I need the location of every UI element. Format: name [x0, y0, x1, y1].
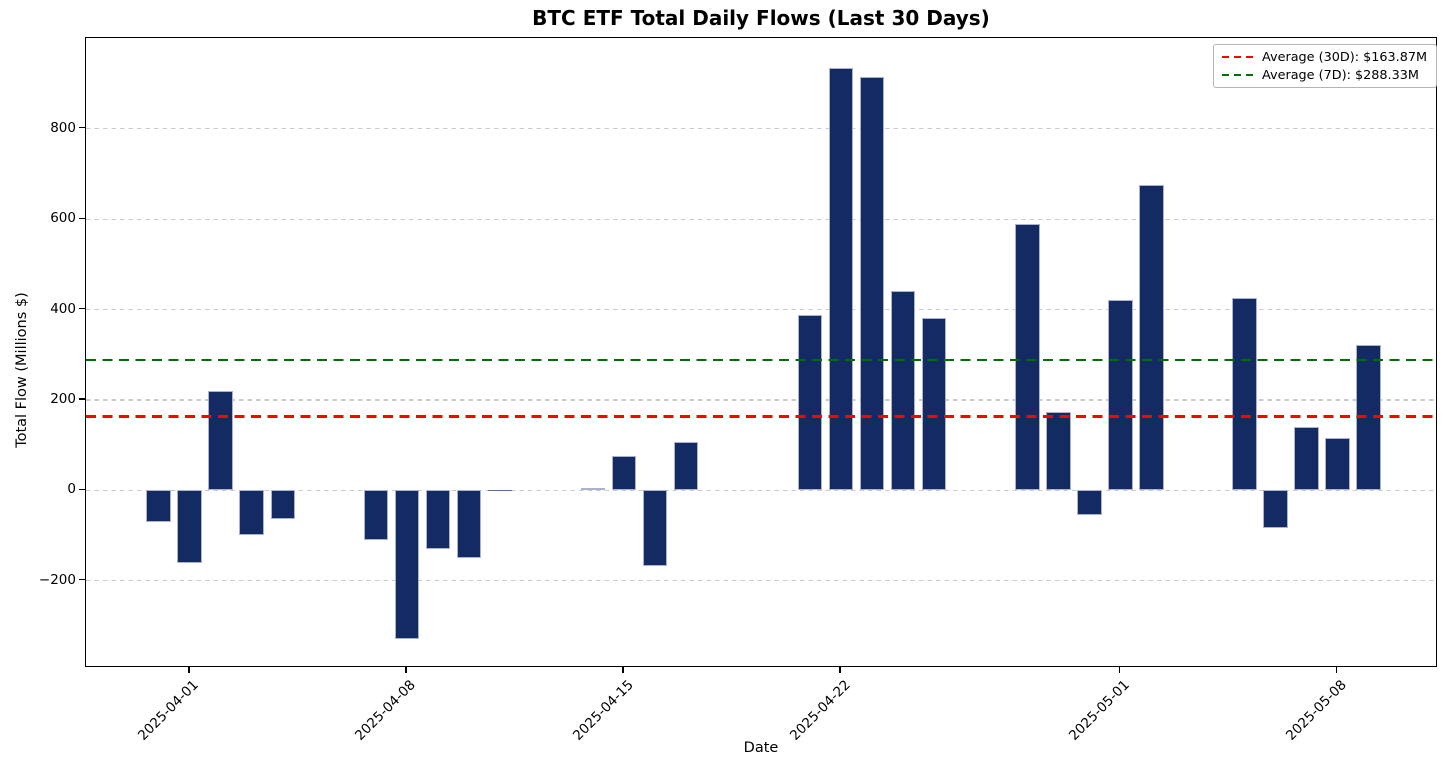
- ytick-label-400: 400: [50, 300, 76, 317]
- ytick-mark-0: [79, 488, 85, 491]
- bar-2025-04-30: [1076, 490, 1102, 516]
- bar-2025-05-05: [1231, 297, 1257, 491]
- xtick-label-2025-04-15: 2025-04-15: [569, 677, 637, 744]
- bar-2025-04-03: [239, 490, 265, 536]
- bar-2025-04-04: [270, 490, 296, 519]
- plot-area: [85, 37, 1437, 667]
- legend-entry-avg-7d: Average (7D): $288.33M: [1222, 68, 1428, 83]
- y-axis-label: Total Flow (Millions $): [14, 292, 30, 448]
- ytick-mark-600: [79, 217, 85, 219]
- bar-2025-04-07: [363, 490, 389, 540]
- ytick-label-200: 200: [50, 391, 76, 407]
- bar-2025-04-23: [859, 76, 885, 491]
- bar-2025-04-21: [797, 315, 823, 491]
- bar-2025-04-24: [890, 290, 916, 491]
- bar-2025-05-09: [1355, 345, 1381, 491]
- xtick-mark-2025-04-01: [188, 667, 190, 673]
- bar-2025-04-16: [642, 490, 668, 567]
- xtick-label-2025-04-01: 2025-04-01: [135, 677, 203, 744]
- xtick-mark-2025-04-22: [839, 667, 841, 673]
- ytick-mark-800: [79, 127, 85, 129]
- ytick-label-0: 0: [67, 481, 76, 498]
- bar-2025-04-17: [673, 442, 699, 491]
- bar-2025-04-29: [1045, 412, 1071, 491]
- gridline-600: [86, 218, 1436, 220]
- bar-2025-04-10: [456, 490, 482, 558]
- ytick-mark--200: [79, 579, 85, 581]
- ytick-label-600: 600: [50, 210, 76, 227]
- bar-2025-04-14: [580, 488, 606, 491]
- ytick-mark-400: [79, 307, 85, 310]
- bar-2025-04-09: [425, 490, 451, 549]
- xtick-mark-2025-05-01: [1118, 667, 1120, 673]
- x-axis-label: Date: [743, 740, 779, 756]
- legend-entry-avg-30d: Average (30D): $163.87M: [1222, 50, 1428, 65]
- bar-2025-05-06: [1262, 490, 1288, 529]
- xtick-mark-2025-05-08: [1335, 667, 1337, 673]
- bar-2025-04-02: [208, 390, 234, 491]
- bar-2025-04-22: [828, 68, 854, 491]
- bar-2025-03-31: [146, 490, 172, 522]
- bar-2025-04-01: [177, 490, 203, 563]
- bar-2025-05-01: [1107, 299, 1133, 491]
- bar-2025-05-02: [1138, 185, 1164, 491]
- xtick-label-2025-05-01: 2025-05-01: [1065, 677, 1133, 744]
- gridline--200: [86, 580, 1436, 582]
- legend-label-avg-30d: Average (30D): $163.87M: [1262, 49, 1428, 65]
- bar-2025-04-15: [611, 456, 637, 491]
- legend: Average (30D): $163.87M Average (7D): $2…: [1213, 44, 1437, 88]
- xtick-mark-2025-04-08: [405, 667, 407, 673]
- gridline-0: [86, 489, 1436, 491]
- bar-2025-04-28: [1014, 223, 1040, 491]
- ytick-mark-200: [79, 398, 85, 400]
- avg-7d-line: [86, 358, 1436, 362]
- bar-2025-04-25: [921, 318, 947, 491]
- red-dashed-line-sample: [1222, 55, 1254, 59]
- green-dashed-line-sample: [1222, 73, 1254, 77]
- gridline-800: [86, 128, 1436, 130]
- gridline-200: [86, 399, 1436, 401]
- bar-2025-05-08: [1324, 437, 1350, 491]
- bar-2025-05-07: [1293, 426, 1319, 491]
- avg-30d-line: [86, 415, 1436, 418]
- bar-2025-04-08: [394, 490, 420, 639]
- xtick-label-2025-04-22: 2025-04-22: [786, 677, 854, 744]
- chart-title: BTC ETF Total Daily Flows (Last 30 Days): [532, 6, 990, 30]
- xtick-mark-2025-04-15: [622, 667, 624, 673]
- bar-2025-04-11: [487, 489, 513, 492]
- xtick-label-2025-05-08: 2025-05-08: [1282, 677, 1350, 744]
- gridline-400: [86, 309, 1436, 311]
- ytick-label-800: 800: [50, 119, 76, 136]
- xtick-label-2025-04-08: 2025-04-08: [352, 677, 420, 744]
- legend-label-avg-7d: Average (7D): $288.33M: [1262, 67, 1419, 83]
- ytick-label--200: −200: [38, 571, 76, 588]
